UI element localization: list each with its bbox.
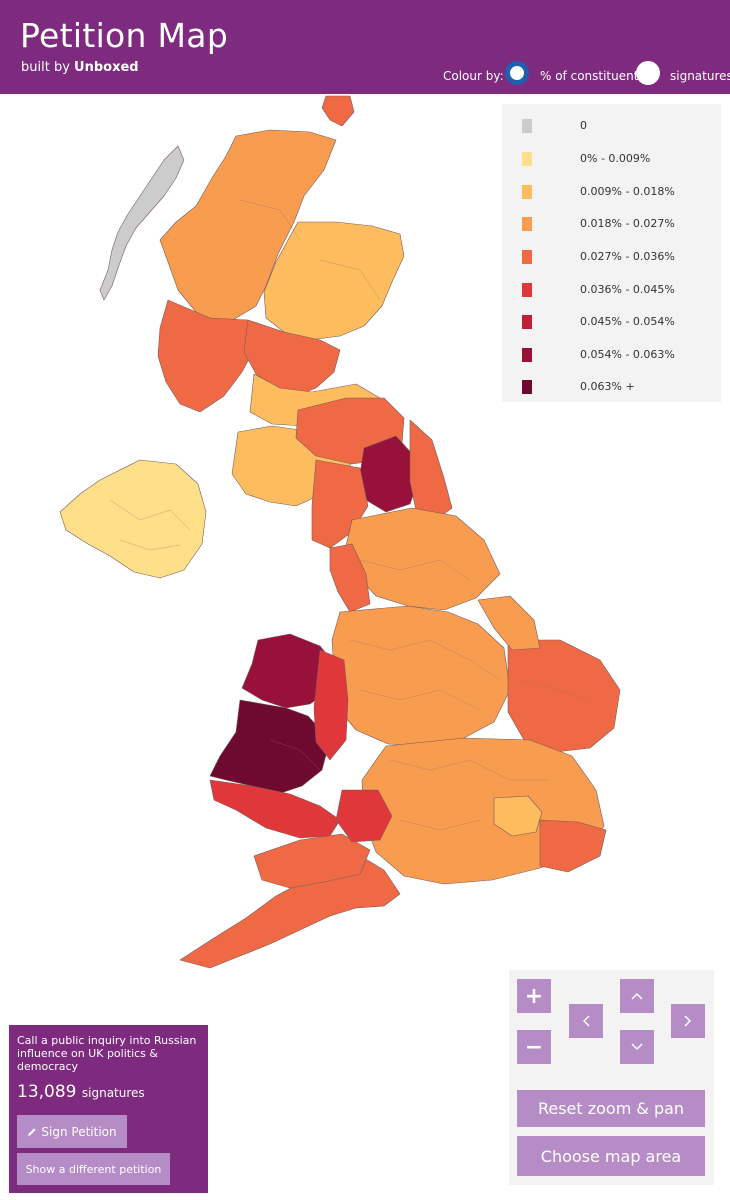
region-midlands bbox=[331, 605, 511, 747]
legend-label: 0.036% - 0.045% bbox=[580, 283, 675, 296]
region-mid-wales bbox=[209, 699, 331, 795]
pencil-icon bbox=[28, 1127, 36, 1136]
zoom-out-button[interactable]: − bbox=[517, 1030, 551, 1064]
legend-row: 0.045% - 0.054% bbox=[502, 312, 721, 332]
legend-label: 0.009% - 0.018% bbox=[580, 185, 675, 198]
legend-swatch bbox=[522, 185, 532, 199]
boundary-line-11 bbox=[269, 739, 321, 771]
chevron-up-icon bbox=[631, 992, 643, 1000]
pan-right-button[interactable] bbox=[671, 1004, 705, 1038]
region-lancashire bbox=[329, 543, 371, 613]
region-kent bbox=[539, 819, 607, 873]
region-somerset bbox=[253, 833, 371, 889]
region-south-west bbox=[179, 857, 401, 969]
legend-row: 0.018% - 0.027% bbox=[502, 214, 721, 234]
constituency-borders bbox=[109, 199, 591, 831]
petition-panel: Call a public inquiry into Russian influ… bbox=[9, 1025, 208, 1193]
region-north-wales bbox=[241, 633, 339, 709]
legend-swatch bbox=[522, 119, 532, 133]
legend-label: 0.018% - 0.027% bbox=[580, 217, 675, 230]
region-northern-ireland bbox=[59, 459, 207, 579]
region-lincolnshire bbox=[477, 595, 541, 651]
map-controls: + − Reset zoom & pan Choose map area bbox=[509, 970, 714, 1185]
chevron-right-icon bbox=[684, 1015, 692, 1027]
legend-swatch bbox=[522, 283, 532, 297]
legend-label: 0.063% + bbox=[580, 380, 635, 393]
uk-map[interactable] bbox=[0, 94, 730, 1000]
boundary-line-5 bbox=[359, 559, 471, 581]
region-central-belt bbox=[243, 319, 341, 397]
boundary-line-3 bbox=[109, 499, 191, 531]
legend-swatch bbox=[522, 315, 532, 329]
page-title: Petition Map bbox=[20, 16, 229, 55]
sign-petition-label: Sign Petition bbox=[41, 1124, 117, 1139]
boundary-line-6 bbox=[349, 639, 501, 681]
signature-count-label: signatures bbox=[81, 1086, 145, 1100]
boundary-line-9 bbox=[399, 819, 481, 831]
boundary-line-10 bbox=[519, 679, 591, 701]
legend-row: 0.027% - 0.036% bbox=[502, 247, 721, 267]
radio-signatures[interactable] bbox=[636, 61, 660, 85]
legend-swatch bbox=[522, 152, 532, 166]
unboxed-link[interactable]: Unboxed bbox=[74, 60, 139, 75]
legend-row: 0.054% - 0.063% bbox=[502, 345, 721, 365]
radio-signatures-label[interactable]: signatures bbox=[670, 69, 730, 83]
legend-row: 0% - 0.009% bbox=[502, 149, 721, 169]
legend-swatch bbox=[522, 217, 532, 231]
region-northumberland bbox=[359, 435, 419, 513]
region-yorkshire bbox=[345, 507, 501, 611]
radio-percent-constituents[interactable] bbox=[505, 61, 529, 85]
legend-label: 0.045% - 0.054% bbox=[580, 315, 675, 328]
choose-map-area-button[interactable]: Choose map area bbox=[517, 1136, 705, 1176]
plus-icon: + bbox=[524, 983, 544, 1009]
reset-zoom-pan-button[interactable]: Reset zoom & pan bbox=[517, 1090, 705, 1127]
app-header: Petition Map built by Unboxed Colour by:… bbox=[0, 0, 730, 94]
region-ne-scotland bbox=[263, 221, 405, 341]
region-argyll bbox=[157, 299, 257, 413]
boundary-line-8 bbox=[389, 759, 550, 781]
chevron-left-icon bbox=[582, 1015, 590, 1027]
region-east-anglia bbox=[507, 639, 621, 753]
legend-swatch bbox=[522, 380, 532, 394]
region-welsh-marches bbox=[313, 649, 349, 761]
signature-count: 13,089 signatures bbox=[17, 1082, 145, 1102]
boundary-line-1 bbox=[239, 199, 301, 241]
pan-down-button[interactable] bbox=[620, 1030, 654, 1064]
legend: 0 0% - 0.009% 0.009% - 0.018% 0.018% - 0… bbox=[502, 104, 721, 402]
legend-row: 0.036% - 0.045% bbox=[502, 280, 721, 300]
sign-petition-button[interactable]: Sign Petition bbox=[17, 1115, 127, 1148]
petition-title: Call a public inquiry into Russian influ… bbox=[17, 1034, 197, 1073]
region-london bbox=[493, 795, 543, 837]
pan-left-button[interactable] bbox=[569, 1004, 603, 1038]
signature-count-value: 13,089 bbox=[17, 1082, 77, 1102]
subtitle: built by Unboxed bbox=[21, 60, 139, 75]
legend-swatch bbox=[522, 348, 532, 362]
legend-row: 0 bbox=[502, 116, 721, 136]
region-north-east bbox=[409, 419, 453, 521]
region-gloucester bbox=[335, 789, 393, 843]
zoom-in-button[interactable]: + bbox=[517, 979, 551, 1013]
radio-percent-label[interactable]: % of constituents bbox=[540, 69, 645, 83]
minus-icon: − bbox=[524, 1034, 544, 1060]
boundary-line-2 bbox=[319, 259, 381, 301]
region-northern-isles bbox=[321, 95, 355, 127]
region-outer-hebrides bbox=[99, 145, 185, 301]
chevron-down-icon bbox=[631, 1043, 643, 1051]
region-highlands bbox=[159, 129, 337, 331]
legend-swatch bbox=[522, 250, 532, 264]
legend-label: 0.054% - 0.063% bbox=[580, 348, 675, 361]
colour-by-label: Colour by: bbox=[443, 69, 504, 83]
legend-label: 0.027% - 0.036% bbox=[580, 250, 675, 263]
subtitle-prefix: built by bbox=[21, 60, 75, 75]
legend-label: 0% - 0.009% bbox=[580, 152, 651, 165]
pan-up-button[interactable] bbox=[620, 979, 654, 1013]
boundary-line-4 bbox=[119, 539, 181, 551]
legend-row: 0.009% - 0.018% bbox=[502, 182, 721, 202]
legend-label: 0 bbox=[580, 119, 587, 132]
show-different-petition-button[interactable]: Show a different petition bbox=[17, 1153, 170, 1185]
boundary-line-7 bbox=[359, 689, 481, 711]
legend-row: 0.063% + bbox=[502, 377, 721, 397]
